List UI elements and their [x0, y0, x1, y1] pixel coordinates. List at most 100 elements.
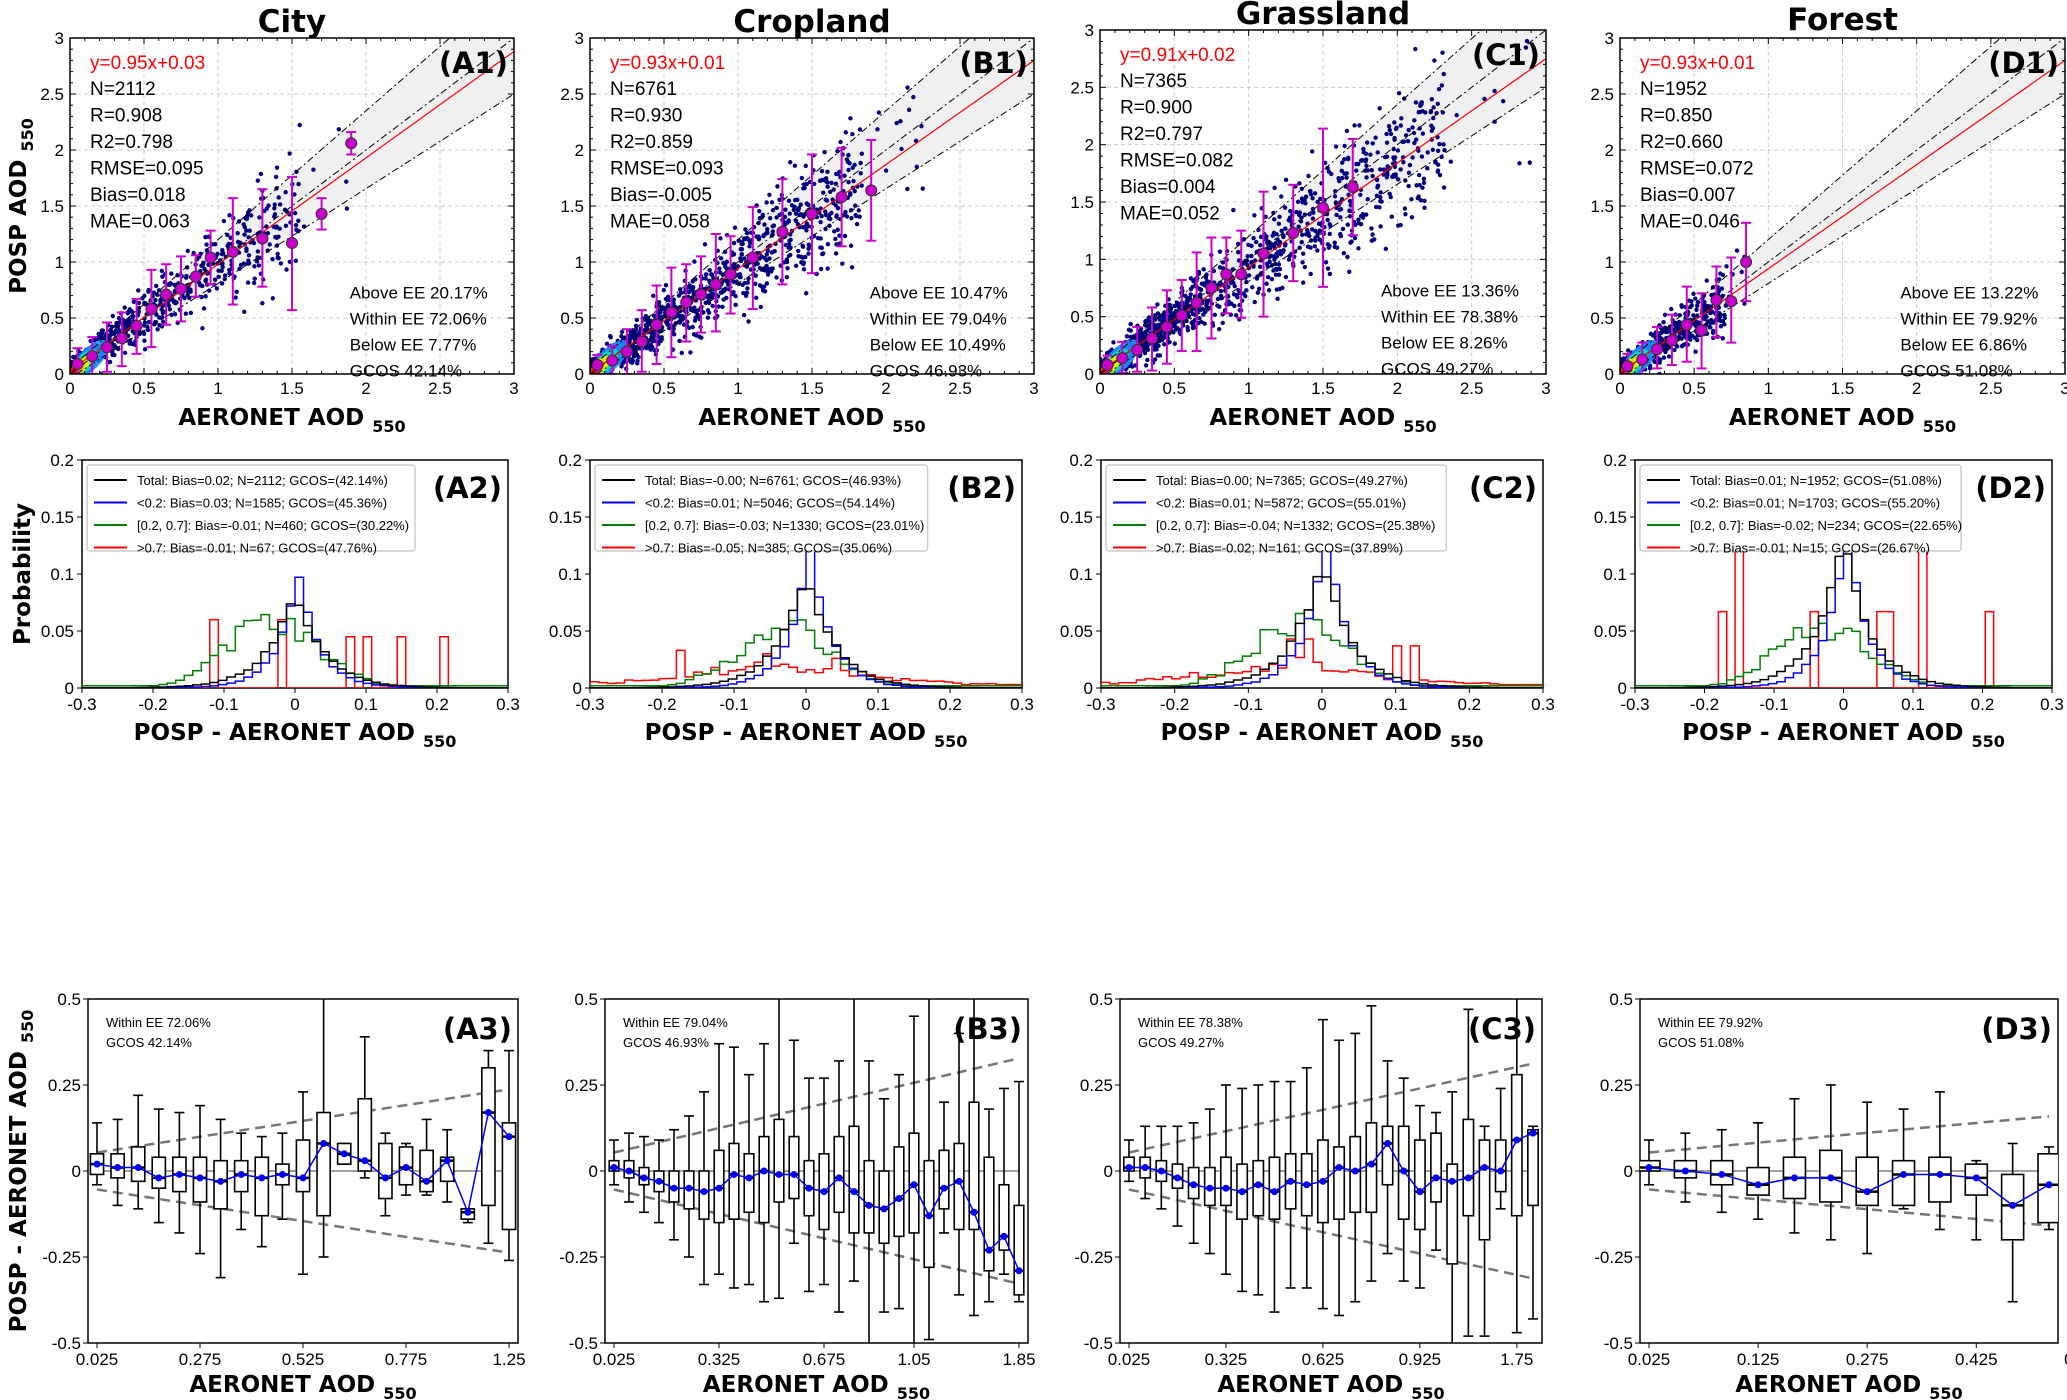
scatter-point: [720, 304, 725, 309]
scatter-point: [216, 268, 221, 273]
scatter-point: [1250, 285, 1255, 290]
x-tick-label: 1.5: [280, 379, 304, 398]
scatter-point: [608, 335, 613, 340]
scatter-point: [1337, 178, 1342, 184]
scatter-point: [635, 358, 640, 364]
scatter-point: [786, 198, 792, 203]
scatter-point: [344, 206, 350, 211]
scatter-point: [738, 258, 744, 264]
scatter-point: [154, 312, 159, 317]
scatter-point: [769, 200, 775, 205]
x-tick-label: 1.5: [800, 379, 824, 398]
scatter-point: [1307, 212, 1312, 217]
scatter-point: [100, 328, 106, 333]
bin-mean-marker: [130, 319, 143, 332]
scatter-point: [1403, 212, 1408, 217]
scatter-point: [1360, 157, 1365, 163]
scatter-point: [1277, 214, 1282, 219]
scatter-point: [1231, 292, 1237, 297]
scatter-point: [1364, 163, 1369, 168]
bin-mean-marker: [680, 296, 693, 309]
bin-mean-marker: [86, 350, 99, 363]
y-tick-label: 0: [55, 365, 64, 384]
scatter-point: [167, 282, 172, 287]
scatter-point: [741, 290, 746, 296]
scatter-point: [1364, 212, 1369, 217]
y-tick-label: 1: [575, 253, 584, 272]
plot-content: [1100, 30, 1546, 374]
scatter-point: [1392, 120, 1397, 125]
scatter-point: [1492, 88, 1497, 94]
scatter-point: [1317, 237, 1323, 242]
scatter-point: [1333, 188, 1338, 194]
scatter-point: [1370, 232, 1375, 237]
stat-line: R=0.900: [1120, 98, 1192, 119]
scatter-point: [1703, 303, 1708, 308]
scatter-point: [833, 251, 839, 256]
scatter-point: [260, 300, 265, 306]
scatter-point: [106, 335, 112, 341]
scatter-point: [1441, 142, 1446, 147]
scatter-point: [1251, 235, 1256, 241]
scatter-point: [1429, 128, 1435, 133]
scatter-point: [1143, 319, 1148, 324]
scatter-point: [1739, 269, 1744, 275]
scatter-point: [850, 132, 855, 137]
scatter-point: [764, 200, 769, 205]
scatter-point: [1199, 319, 1204, 325]
scatter-point: [1302, 264, 1308, 270]
bin-mean-marker: [101, 341, 113, 354]
x-tick-label: 2.5: [428, 379, 452, 398]
scatter-point: [1299, 215, 1304, 220]
scatter-point: [1325, 217, 1330, 223]
scatter-point: [1415, 196, 1421, 201]
scatter-point: [1172, 303, 1177, 309]
scatter-point: [733, 293, 738, 299]
scatter-point: [203, 294, 208, 299]
bin-mean-marker: [1116, 351, 1129, 364]
scatter-point: [818, 266, 824, 272]
scatter-point: [757, 208, 762, 214]
scatter-point: [835, 171, 841, 177]
scatter-point: [739, 252, 745, 257]
scatter-point: [1217, 327, 1222, 332]
scatter-point: [1137, 328, 1143, 334]
scatter-point: [1332, 194, 1338, 199]
scatter-point: [1128, 328, 1134, 333]
scatter-point: [188, 310, 194, 316]
bin-mean-marker: [621, 345, 633, 358]
scatter-point: [822, 177, 827, 182]
scatter-point: [234, 289, 239, 294]
scatter-point: [802, 182, 807, 187]
scatter-point: [1400, 139, 1405, 145]
bin-mean-marker: [1621, 360, 1634, 373]
scatter-point: [1267, 246, 1273, 251]
y-tick-label: 0.5: [560, 309, 584, 328]
scatter-point: [1693, 349, 1698, 354]
scatter-point: [254, 259, 260, 264]
scatter-point: [1420, 131, 1426, 136]
scatter-point: [1409, 196, 1414, 202]
scatter-point: [1229, 301, 1234, 306]
y-tick-label: 2.5: [1070, 78, 1094, 97]
scatter-point: [859, 183, 864, 188]
scatter-point: [200, 326, 205, 331]
scatter-point: [1720, 336, 1725, 341]
scatter-point: [222, 273, 228, 278]
x-tick-label: 2: [361, 379, 370, 398]
y-tick-label: 2: [1085, 136, 1094, 155]
scatter-point: [296, 228, 301, 234]
scatter-point: [852, 189, 857, 194]
scatter-point: [1272, 185, 1277, 191]
scatter-point: [1406, 183, 1411, 189]
scatter-point: [634, 317, 640, 323]
scatter-point: [1718, 324, 1724, 329]
scatter-point: [1204, 298, 1209, 303]
scatter-point: [1197, 286, 1202, 292]
scatter-point: [1274, 232, 1279, 237]
scatter-point: [1369, 238, 1375, 243]
scatter-point: [1315, 199, 1320, 205]
scatter-point: [1691, 313, 1696, 318]
scatter-point: [1201, 281, 1206, 286]
scatter-point: [1704, 278, 1709, 283]
